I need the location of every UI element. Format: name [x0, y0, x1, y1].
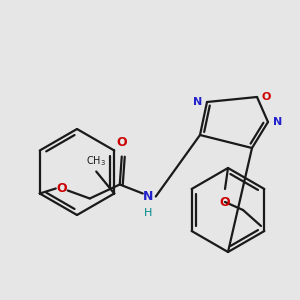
Text: N: N: [142, 190, 153, 203]
Text: H: H: [144, 208, 152, 218]
Text: CH$_3$: CH$_3$: [86, 155, 106, 169]
Text: N: N: [273, 117, 282, 127]
Text: O: O: [116, 136, 127, 149]
Text: N: N: [193, 97, 202, 107]
Text: O: O: [262, 92, 272, 102]
Text: O: O: [56, 182, 67, 195]
Text: O: O: [220, 196, 230, 209]
